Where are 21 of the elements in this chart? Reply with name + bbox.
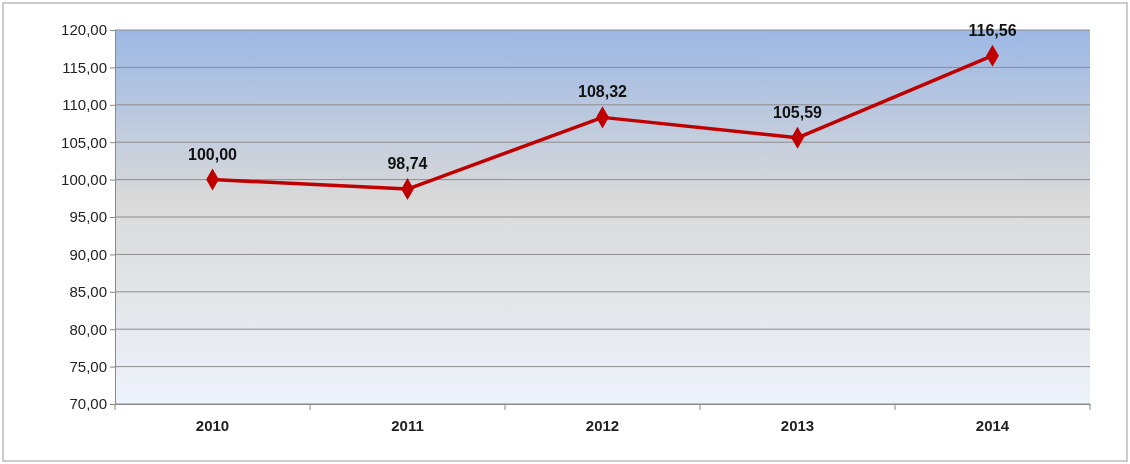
x-tick-label: 2013 xyxy=(780,416,815,434)
y-tick-label: 75,00 xyxy=(69,357,107,375)
data-label: 98,74 xyxy=(387,155,428,173)
y-tick-label: 90,00 xyxy=(69,245,107,263)
y-tick-label: 100,00 xyxy=(61,170,107,188)
y-tick-label: 80,00 xyxy=(69,320,107,338)
y-tick-label: 70,00 xyxy=(69,395,107,413)
x-tick-label: 2011 xyxy=(391,416,424,434)
x-tick-label: 2012 xyxy=(585,416,620,434)
data-label: 108,32 xyxy=(578,83,628,101)
data-label: 100,00 xyxy=(188,145,238,163)
x-tick-label: 2014 xyxy=(975,416,1010,434)
data-label: 105,59 xyxy=(773,103,823,121)
y-tick-label: 85,00 xyxy=(69,283,107,301)
x-tick-label: 2010 xyxy=(195,416,230,434)
data-label: 116,56 xyxy=(968,21,1017,39)
y-tick-label: 95,00 xyxy=(69,208,107,226)
y-tick-label: 120,00 xyxy=(61,21,107,39)
y-tick-label: 105,00 xyxy=(61,133,107,151)
y-tick-label: 115,00 xyxy=(62,58,107,76)
y-tick-label: 110,00 xyxy=(62,96,107,114)
